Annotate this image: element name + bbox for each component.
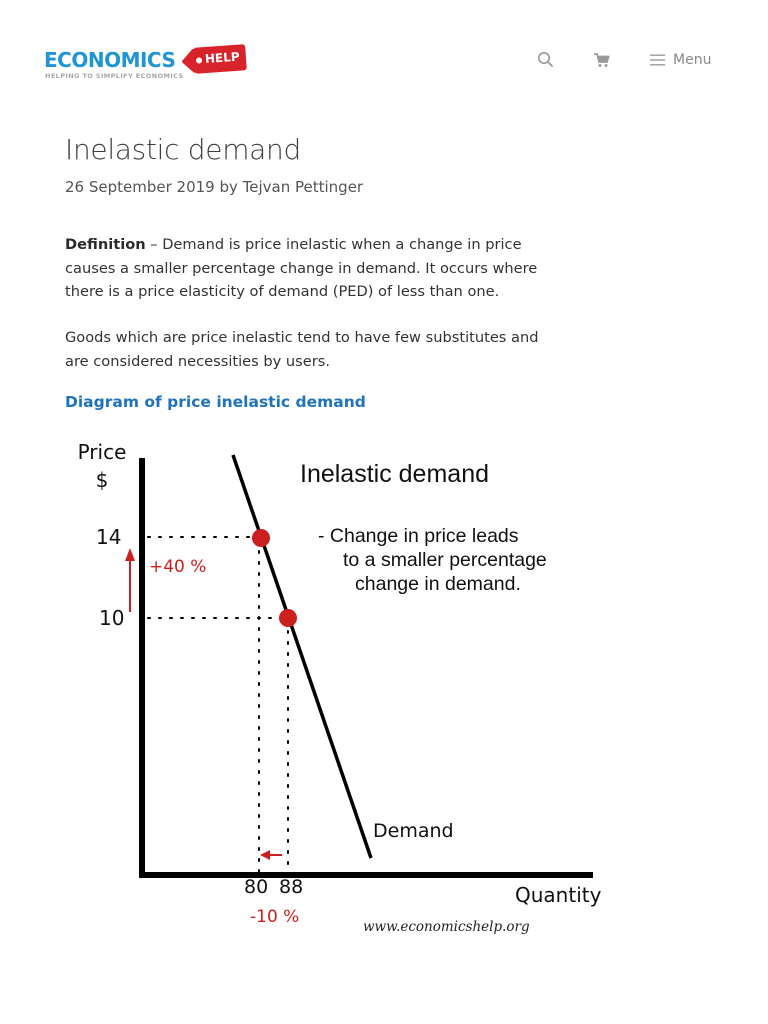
logo-tag-icon: HELP <box>193 44 247 74</box>
inelastic-demand-diagram: Price $ Inelastic demand - Change in pri… <box>60 430 620 950</box>
tag-hole-icon <box>195 57 203 64</box>
definition-paragraph: Definition – Demand is price inelastic w… <box>65 233 565 304</box>
quantity-change-label: -10 % <box>250 907 300 927</box>
quantity-tick-80: 80 <box>244 876 269 898</box>
cart-icon[interactable] <box>592 50 612 70</box>
post-meta: 26 September 2019 by Tejvan Pettinger <box>65 178 364 196</box>
site-header: ECONOMICS HELP HELPING TO SIMPLIFY ECONO… <box>0 0 768 110</box>
price-tick-10: 10 <box>99 606 125 630</box>
y-axis-label: Price $ <box>77 440 127 492</box>
x-axis-label: Quantity <box>515 883 602 907</box>
site-logo[interactable]: ECONOMICS HELP HELPING TO SIMPLIFY ECONO… <box>44 44 254 84</box>
menu-button[interactable]: Menu <box>650 50 711 70</box>
definition-label: Definition <box>65 236 146 253</box>
logo-tagline: HELPING TO SIMPLIFY ECONOMICS <box>45 72 184 80</box>
logo-wordmark: ECONOMICS <box>44 48 176 72</box>
logo-tag-text: HELP <box>204 49 241 67</box>
price-change-label: +40 % <box>149 557 207 577</box>
price-tick-14: 14 <box>96 525 122 549</box>
watermark: www.economicshelp.org <box>363 919 530 935</box>
quantity-tick-88: 88 <box>279 876 304 898</box>
diagram-title: Inelastic demand <box>300 460 490 488</box>
hamburger-icon <box>650 54 665 66</box>
page-title: Inelastic demand <box>65 133 301 166</box>
definition-text: – Demand is price inelastic when a chang… <box>65 236 538 300</box>
curve-label: Demand <box>373 820 454 842</box>
menu-label: Menu <box>673 52 712 68</box>
search-icon[interactable] <box>536 50 556 70</box>
diagram-heading: Diagram of price inelastic demand <box>65 393 366 411</box>
diagram-note: - Change in price leads to a smaller per… <box>318 525 547 595</box>
article: Inelastic demand 26 September 2019 by Te… <box>65 128 585 411</box>
substitutes-paragraph: Goods which are price inelastic tend to … <box>65 329 539 370</box>
